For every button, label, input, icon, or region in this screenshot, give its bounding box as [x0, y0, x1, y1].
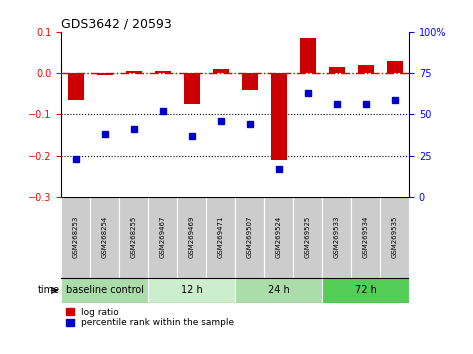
Text: GSM269507: GSM269507: [247, 216, 253, 258]
Bar: [68, 73, 84, 100]
FancyBboxPatch shape: [351, 197, 380, 278]
Text: time: time: [38, 285, 60, 295]
Bar: [184, 73, 200, 104]
FancyBboxPatch shape: [61, 197, 90, 278]
FancyBboxPatch shape: [119, 197, 149, 278]
Text: GSM269534: GSM269534: [363, 216, 368, 258]
FancyBboxPatch shape: [235, 197, 264, 278]
FancyBboxPatch shape: [322, 197, 351, 278]
Text: GSM268253: GSM268253: [73, 216, 79, 258]
FancyBboxPatch shape: [149, 197, 177, 278]
Text: GDS3642 / 20593: GDS3642 / 20593: [61, 18, 172, 31]
Bar: [126, 71, 142, 73]
Bar: [300, 38, 315, 73]
Bar: [329, 67, 345, 73]
FancyBboxPatch shape: [380, 197, 409, 278]
Text: 72 h: 72 h: [355, 285, 377, 295]
Bar: [242, 73, 258, 90]
Bar: [387, 61, 403, 73]
Text: GSM269524: GSM269524: [276, 216, 282, 258]
Bar: [322, 278, 409, 303]
Text: GSM269525: GSM269525: [305, 216, 311, 258]
FancyBboxPatch shape: [264, 197, 293, 278]
Bar: [61, 278, 149, 303]
Text: GSM269469: GSM269469: [189, 216, 195, 258]
Bar: [155, 71, 171, 73]
Text: 12 h: 12 h: [181, 285, 203, 295]
FancyBboxPatch shape: [293, 197, 322, 278]
FancyBboxPatch shape: [90, 197, 119, 278]
Bar: [358, 65, 374, 73]
FancyBboxPatch shape: [206, 197, 235, 278]
FancyBboxPatch shape: [177, 197, 206, 278]
Text: GSM268254: GSM268254: [102, 216, 108, 258]
Text: GSM269533: GSM269533: [334, 216, 340, 258]
Text: 24 h: 24 h: [268, 285, 289, 295]
Text: GSM269471: GSM269471: [218, 216, 224, 258]
Bar: [97, 73, 113, 75]
Text: GSM269467: GSM269467: [160, 216, 166, 258]
Text: GSM269535: GSM269535: [392, 216, 398, 258]
Text: GSM268255: GSM268255: [131, 216, 137, 258]
Bar: [149, 278, 235, 303]
Bar: [213, 69, 229, 73]
Bar: [271, 73, 287, 160]
Text: baseline control: baseline control: [66, 285, 144, 295]
Legend: log ratio, percentile rank within the sample: log ratio, percentile rank within the sa…: [66, 308, 235, 327]
Bar: [235, 278, 322, 303]
